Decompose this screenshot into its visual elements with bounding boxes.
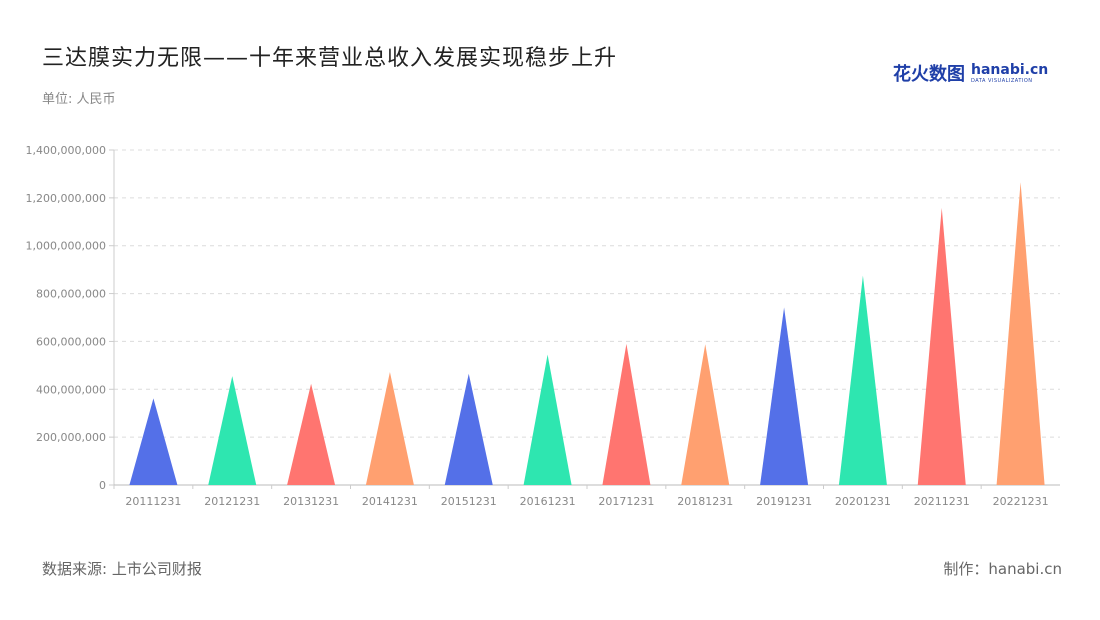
x-tick-label: 20211231 <box>914 495 970 508</box>
y-tick-label: 600,000,000 <box>36 335 106 348</box>
logo-tagline: DATA VISUALIZATION <box>971 77 1033 84</box>
bar-20161231[interactable] <box>523 354 572 485</box>
bar-20181231[interactable] <box>681 344 730 485</box>
unit-label: 单位: 人民币 <box>42 92 116 107</box>
bar-20121231[interactable] <box>208 376 257 485</box>
y-tick-label: 1,200,000,000 <box>26 192 106 205</box>
y-tick-label: 1,000,000,000 <box>26 240 106 253</box>
logo-chinese-text: 花火数图 <box>893 64 965 85</box>
y-tick-label: 200,000,000 <box>36 431 106 444</box>
bar-20141231[interactable] <box>365 372 414 485</box>
y-tick-label: 400,000,000 <box>36 383 106 396</box>
y-tick-label: 0 <box>99 479 106 492</box>
axes <box>109 149 1060 489</box>
x-tick-label: 20221231 <box>993 495 1049 508</box>
logo-english-block: hanabi.cn DATA VISUALIZATION <box>971 63 1048 84</box>
x-tick-label: 20111231 <box>125 495 181 508</box>
bar-20131231[interactable] <box>287 383 336 485</box>
grid-lines <box>114 149 1060 438</box>
bar-20221231[interactable] <box>996 182 1045 485</box>
brand-logo: 花火数图 hanabi.cn DATA VISUALIZATION <box>893 60 1048 86</box>
x-tick-label: 20151231 <box>441 495 497 508</box>
x-tick-label: 20161231 <box>520 495 576 508</box>
bar-20111231[interactable] <box>129 398 178 485</box>
y-tick-label: 1,400,000,000 <box>26 144 106 157</box>
x-tick-label: 20201231 <box>835 495 891 508</box>
x-tick-label: 20131231 <box>283 495 339 508</box>
bars <box>129 182 1045 485</box>
chart-title: 三达膜实力无限——十年来营业总收入发展实现稳步上升 <box>42 46 618 71</box>
x-tick-label: 20141231 <box>362 495 418 508</box>
y-tick-labels: 0 200,000,000 400,000,000 600,000,000 800,00… <box>26 144 106 492</box>
x-tick-label: 20191231 <box>756 495 812 508</box>
x-tick-label: 20181231 <box>677 495 733 508</box>
bar-20151231[interactable] <box>444 373 493 485</box>
bar-20211231[interactable] <box>917 207 966 485</box>
x-tick-label: 20121231 <box>204 495 260 508</box>
x-tick-labels: 20111231 20121231 20131231 20141231 20151231… <box>125 495 1048 508</box>
bar-20191231[interactable] <box>760 307 809 485</box>
bar-20171231[interactable] <box>602 343 651 485</box>
y-tick-label: 800,000,000 <box>36 288 106 301</box>
data-source: 数据来源: 上市公司财报 <box>42 560 202 578</box>
bar-20201231[interactable] <box>838 275 887 485</box>
logo-english-text: hanabi.cn <box>971 61 1049 78</box>
x-tick-label: 20171231 <box>598 495 654 508</box>
maker-credit: 制作：hanabi.cn <box>943 560 1062 578</box>
